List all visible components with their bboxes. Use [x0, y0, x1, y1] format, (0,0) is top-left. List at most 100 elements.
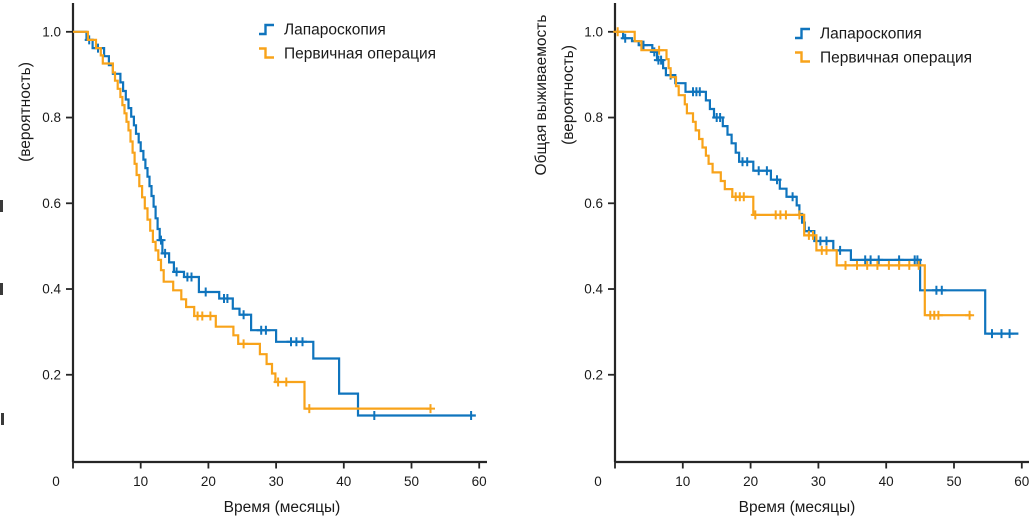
censor-mark [781, 210, 791, 220]
x-tick-label: 10 [133, 474, 148, 489]
censor-mark [762, 166, 772, 176]
x-tick-label: 0 [52, 474, 60, 489]
censor-mark [912, 255, 922, 265]
censor-mark [914, 260, 924, 270]
censor-mark [695, 87, 705, 97]
censor-mark [852, 260, 862, 270]
legend: Лапароскопия Первичная операция [259, 22, 436, 63]
legend-label: Первичная операция [284, 46, 436, 63]
clipped-ylabel-fragment [1, 413, 4, 425]
x-tick-label: 60 [1014, 474, 1029, 489]
censor-mark [822, 236, 831, 246]
censor-mark [874, 255, 884, 265]
x-tick-label: 0 [594, 474, 602, 489]
censor-marks-laparoscopy [84, 35, 476, 420]
legend-item-laparoscopy: Лапароскопия [259, 22, 386, 39]
censor-marks-laparoscopy [620, 33, 1015, 339]
panel-progression-free-survival: 0 10 20 30 40 50 60 0.2 0.4 0.6 0.8 1.0 Время (месяц… [0, 3, 487, 516]
censor-mark [965, 310, 975, 320]
censor-mark [739, 192, 749, 202]
y-tick-label: 0.4 [42, 282, 61, 297]
legend-label: Лапароскопия [284, 22, 386, 39]
x-tick-label: 20 [201, 474, 216, 489]
censor-mark [261, 325, 271, 335]
legend-marker-step-up-icon [259, 23, 274, 36]
x-tick-label: 50 [404, 474, 419, 489]
legend-marker-step-down-icon [795, 51, 810, 63]
legend-marker-step-down-icon [259, 47, 274, 59]
censor-mark [466, 411, 476, 420]
censor-mark [197, 311, 207, 321]
y-axis-title: Общая выживаемость [533, 15, 550, 176]
legend-label: Лапароскопия [820, 26, 922, 43]
censor-mark [822, 245, 831, 255]
censor-mark [1005, 329, 1015, 339]
censor-mark [742, 157, 752, 167]
legend-label: Первичная операция [820, 50, 972, 67]
censor-mark [649, 47, 659, 57]
y-axis-title: (вероятность) [17, 62, 34, 162]
clipped-ylabel-fragment [0, 283, 3, 295]
x-tick-label: 30 [269, 474, 284, 489]
censor-mark [772, 175, 782, 185]
censor-mark [884, 260, 894, 270]
y-tick-label: 0.4 [584, 282, 603, 297]
censor-mark [933, 310, 943, 320]
censor-mark [997, 329, 1006, 339]
legend-item-primary-surgery: Первичная операция [795, 50, 972, 67]
censor-mark [156, 235, 166, 245]
censor-mark [715, 113, 725, 122]
survival-curve-primary-surgery [73, 30, 432, 410]
censor-mark [613, 27, 623, 37]
censor-mark [273, 377, 283, 387]
y-tick-label: 0.6 [584, 196, 603, 211]
censor-mark [369, 411, 379, 420]
censor-mark [239, 310, 249, 320]
censor-mark [172, 267, 182, 277]
censor-mark [160, 248, 170, 258]
censor-mark [866, 255, 876, 265]
y-tick-label: 0.2 [42, 367, 61, 382]
censor-mark [794, 210, 804, 220]
censor-mark [937, 285, 947, 295]
y-tick-label: 0.8 [584, 110, 603, 125]
legend: Лапароскопия Первичная операция [795, 26, 972, 67]
censor-mark [426, 404, 435, 414]
censor-mark [808, 230, 818, 240]
x-axis-title: Время (месяцы) [739, 499, 856, 516]
censor-mark [754, 166, 764, 176]
censor-mark [894, 260, 904, 270]
censor-mark [304, 404, 314, 414]
x-tick-label: 40 [336, 474, 351, 489]
censor-mark [904, 260, 914, 270]
censor-mark [987, 329, 997, 339]
censor-mark [298, 337, 307, 347]
clipped-ylabel-fragment [0, 200, 3, 212]
y-tick-label: 0.6 [42, 196, 61, 211]
x-tick-label: 30 [811, 474, 826, 489]
y-tick-label: 0.2 [584, 367, 603, 382]
legend-marker-step-up-icon [795, 27, 810, 40]
y-tick-label: 1.0 [42, 24, 61, 39]
y-axis-title: (вероятность) [560, 45, 577, 145]
x-tick-label: 20 [743, 474, 758, 489]
censor-mark [222, 294, 232, 303]
censor-mark [281, 377, 291, 387]
x-tick-label: 10 [675, 474, 690, 489]
censor-mark [620, 33, 630, 43]
y-tick-label: 1.0 [584, 24, 603, 39]
censor-mark [788, 192, 798, 202]
censor-mark [872, 260, 882, 270]
legend-item-laparoscopy: Лапароскопия [795, 26, 922, 43]
x-axis-title: Время (месяцы) [224, 499, 341, 516]
y-tick-label: 0.8 [42, 110, 61, 125]
panel-overall-survival: 0 10 20 30 40 50 60 0.2 0.4 0.6 0.8 1.0 Время (месяц… [533, 3, 1029, 516]
censor-mark [201, 287, 211, 297]
censor-marks-primary-surgery [613, 27, 975, 320]
censor-mark [654, 45, 664, 55]
x-tick-label: 50 [946, 474, 961, 489]
censor-marks-primary-surgery [193, 311, 435, 414]
censor-mark [205, 311, 215, 321]
